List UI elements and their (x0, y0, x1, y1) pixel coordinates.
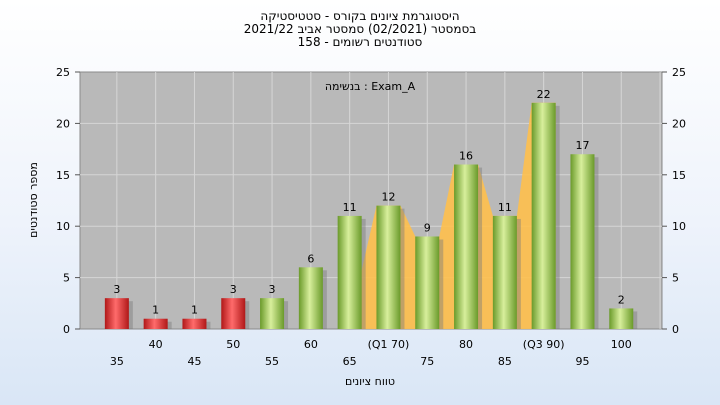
y-tick-label-left: 15 (56, 169, 70, 182)
y-tick-label-right: 0 (672, 323, 679, 336)
y-tick-label-right: 5 (672, 272, 679, 285)
data-label: 3 (113, 283, 120, 296)
data-label: 12 (381, 191, 395, 204)
data-label: 9 (424, 221, 431, 234)
bar-80 (454, 164, 479, 329)
x-tick-label: 35 (110, 355, 124, 368)
data-label: 11 (343, 201, 357, 214)
y-tick-label-left: 25 (56, 66, 70, 79)
y-tick-label-left: 10 (56, 220, 70, 233)
y-tick-label-left: 5 (63, 272, 70, 285)
data-label: 2 (618, 293, 625, 306)
y-tick-label-left: 20 (56, 117, 70, 130)
x-tick-label: 80 (459, 338, 473, 351)
data-label: 1 (191, 304, 198, 317)
chart-title-line-2: בסמסטר (02/2021) סמסטר אביב 2021/22 (244, 22, 476, 36)
x-ticks: 35 40 45 50 55 60 65 (Q1 70) 75 80 85 (Q3 90) 95 100 (110, 338, 632, 368)
x-tick-label: 75 (420, 355, 434, 368)
x-tick-label: 55 (265, 355, 279, 368)
x-tick-label: 40 (149, 338, 163, 351)
data-label: 3 (230, 283, 237, 296)
bar-45 (182, 318, 207, 329)
x-tick-label: (Q3 90) (523, 338, 565, 351)
bar-60 (298, 267, 323, 329)
data-label: 6 (307, 252, 314, 265)
bar-55 (260, 298, 285, 329)
bar-50 (221, 298, 246, 329)
x-tick-label: 65 (343, 355, 357, 368)
bar-85 (492, 215, 517, 329)
y-axis-title: מספר סטודנטים (27, 162, 40, 238)
bar-35 (104, 298, 129, 329)
x-tick-label: 95 (575, 355, 589, 368)
y-tick-label-right: 15 (672, 169, 686, 182)
bar-40 (143, 318, 168, 329)
x-tick-label: 50 (226, 338, 240, 351)
data-label: 16 (459, 150, 473, 163)
bar-95 (570, 154, 595, 329)
x-tick-label: (Q1 70) (368, 338, 410, 351)
chart-title-line-1: היסטוגרמת ציונים בקורס - סטטיסטיקה (260, 9, 459, 23)
data-label: 3 (269, 283, 276, 296)
y-tick-label-left: 0 (63, 323, 70, 336)
y-ticks-right: 0 5 10 15 20 25 (662, 66, 686, 336)
x-tick-label: 85 (498, 355, 512, 368)
data-label: 22 (537, 88, 551, 101)
x-axis-title: טווח ציונים (345, 375, 395, 388)
bar-Q390 (531, 102, 556, 329)
y-tick-label-right: 20 (672, 117, 686, 130)
data-label: 1 (152, 304, 159, 317)
y-ticks-left: 0 5 10 15 20 25 (56, 66, 80, 336)
bars (104, 102, 638, 329)
y-tick-label-right: 10 (672, 220, 686, 233)
bar-100 (609, 308, 634, 329)
bar-Q170 (376, 205, 401, 329)
y-tick-label-right: 25 (672, 66, 686, 79)
chart-annotation: בנשימה : Exam_A (325, 80, 416, 93)
data-label: 17 (575, 139, 589, 152)
x-tick-label: 60 (304, 338, 318, 351)
data-label: 11 (498, 201, 512, 214)
bar-75 (415, 236, 440, 329)
x-tick-label: 100 (611, 338, 632, 351)
chart-title-line-3: סטודנטים רשומים - 158 (298, 35, 423, 49)
x-tick-label: 45 (187, 355, 201, 368)
bar-65 (337, 215, 362, 329)
